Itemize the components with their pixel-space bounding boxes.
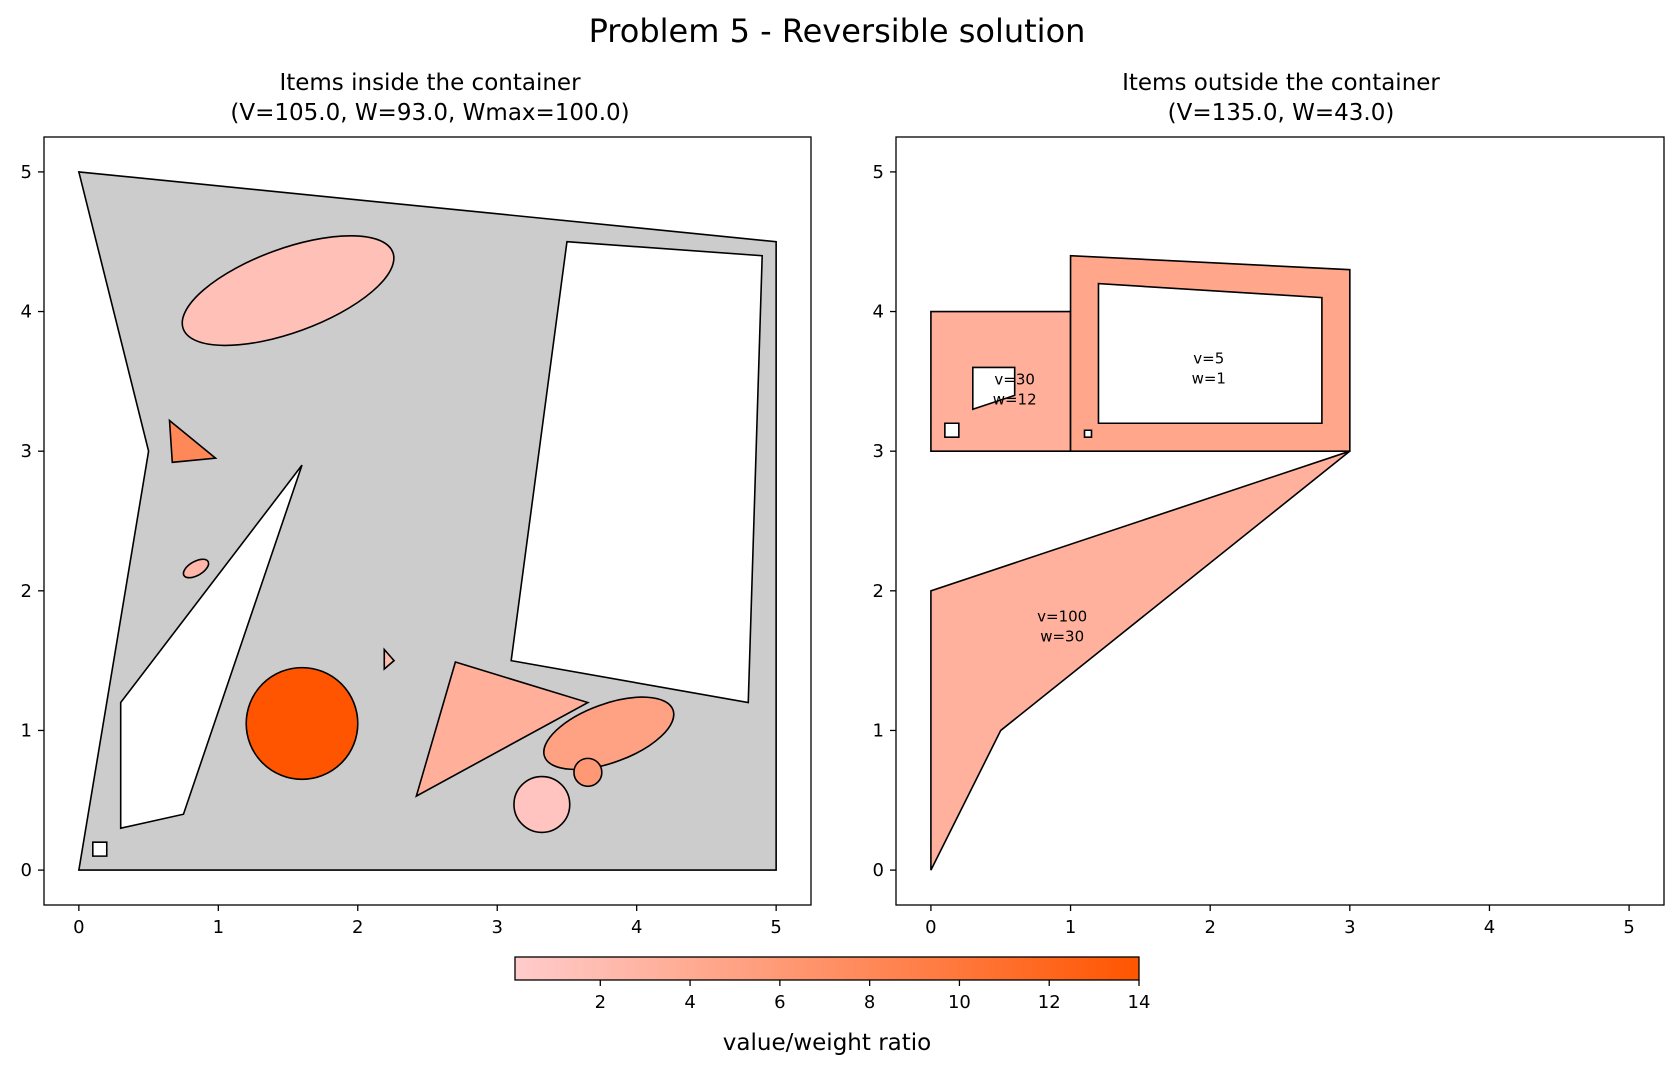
panel-outside-title-line1: Items outside the container (1122, 70, 1440, 96)
item-label-weight: w=30 (1040, 628, 1084, 646)
panel-outside-xtick-label: 0 (925, 917, 936, 938)
axes-frame (895, 136, 1665, 906)
item-polygon (415, 661, 590, 798)
panel-inside-plot-area (38, 136, 812, 911)
panel-inside-title-line2: (V=105.0, W=93.0, Wmax=100.0) (230, 100, 629, 126)
item-polygon (383, 647, 396, 671)
panel-inside-xtick-label: 0 (73, 917, 84, 938)
panel-outside-ytick-label: 5 (873, 162, 884, 183)
panel-outside-xtick-label: 5 (1623, 917, 1634, 938)
item-ellipse (182, 558, 210, 579)
colorbar-tick-label: 2 (595, 992, 606, 1013)
panel-outside-y-axis: 0 1 2 3 4 5 (873, 162, 884, 881)
colorbar-tick-label: 4 (684, 992, 695, 1013)
panel-inside-y-axis: 0 1 2 3 4 5 (21, 162, 32, 881)
panel-inside-ytick-label: 3 (21, 441, 32, 462)
item-label-value: v=5 (1193, 349, 1224, 367)
panel-outside-ytick-label: 0 (873, 860, 884, 881)
panel-outside-xtick-label: 1 (1065, 917, 1076, 938)
colorbar-gradient (514, 956, 1140, 981)
item-label-value: v=30 (994, 370, 1035, 388)
panel-inside-ytick-label: 2 (21, 581, 32, 602)
panel-inside-xtick-label: 5 (770, 917, 781, 938)
item-polygon (1069, 254, 1351, 452)
panel-inside-ytick-label: 0 (21, 860, 32, 881)
container-hole (510, 240, 764, 704)
panel-outside-ytick-label: 3 (873, 441, 884, 462)
item-polygon (930, 450, 1351, 871)
colorbar-tick-label: 10 (948, 992, 971, 1013)
colorbar-tick-label: 8 (864, 992, 875, 1013)
figure-suptitle: Problem 5 - Reversible solution (589, 12, 1086, 50)
item-polygon (168, 418, 218, 464)
colorbar-tick-label: 14 (1128, 992, 1151, 1013)
panel-outside-ytick-label: 4 (873, 302, 884, 323)
panel-outside-x-axis: 0 1 2 3 4 5 (925, 917, 1635, 938)
panel-inside-ytick-label: 1 (21, 720, 32, 741)
item-polygon (930, 310, 1072, 452)
panel-outside-item-labels: v=30 w=12 v=5 w=1 v=100 w=30 (993, 349, 1226, 645)
item-ellipse (543, 696, 675, 771)
colorbar-label: value/weight ratio (723, 1030, 931, 1056)
panel-inside-title-line1: Items inside the container (279, 70, 581, 96)
colorbar: 2 4 6 8 10 12 14 value/weight ratio (514, 956, 1151, 1056)
panel-inside-ytick-label: 5 (21, 162, 32, 183)
container-hole (92, 841, 108, 857)
panel-inside-xtick-label: 1 (213, 917, 224, 938)
item-label-value: v=100 (1037, 608, 1087, 626)
colorbar-tick-label: 6 (774, 992, 785, 1013)
colorbar-tick-label: 12 (1038, 992, 1061, 1013)
panel-outside-title-line2: (V=135.0, W=43.0) (1168, 100, 1395, 126)
panel-outside-ytick-label: 1 (873, 720, 884, 741)
item-ellipse (181, 234, 395, 347)
panel-inside-xtick-label: 3 (492, 917, 503, 938)
panel-outside-ytick-label: 2 (873, 581, 884, 602)
panel-outside-xtick-label: 3 (1344, 917, 1355, 938)
container-hole (119, 464, 303, 830)
colorbar-ticks: 2 4 6 8 10 12 14 (595, 992, 1151, 1013)
panel-inside: Items inside the container (V=105.0, W=9… (21, 70, 812, 938)
item-label-weight: w=12 (993, 390, 1037, 408)
panel-outside-plot-area (890, 136, 1665, 911)
item-circle (245, 666, 359, 781)
panel-inside-x-axis: 0 1 2 3 4 5 (73, 917, 782, 938)
panel-outside: Items outside the container (V=135.0, W=… (873, 70, 1665, 938)
panel-outside-xtick-label: 2 (1204, 917, 1215, 938)
panel-inside-xtick-label: 4 (631, 917, 642, 938)
panel-inside-ytick-label: 4 (21, 302, 32, 323)
item-circle (573, 757, 603, 788)
item-label-weight: w=1 (1192, 369, 1226, 387)
panel-inside-xtick-label: 2 (352, 917, 363, 938)
axes-frame (43, 136, 812, 906)
item-circle (513, 775, 571, 834)
panel-outside-xtick-label: 4 (1484, 917, 1495, 938)
